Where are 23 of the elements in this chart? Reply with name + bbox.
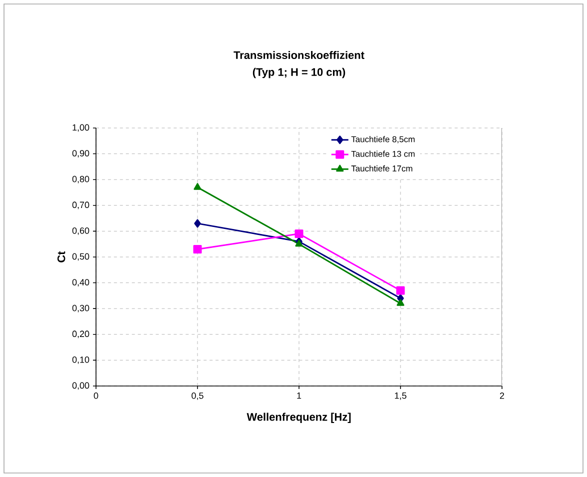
y-tick-label: 0,00 [72, 382, 90, 390]
chart-title: Transmissionskoeffizient [234, 50, 364, 60]
y-tick-label: 0,80 [72, 176, 90, 184]
x-tick-label: 0,5 [192, 392, 204, 400]
x-axis-title: Wellenfrequenz [Hz] [246, 412, 351, 423]
x-tick-label: 0 [94, 392, 98, 399]
y-tick-label: 0,90 [72, 150, 90, 158]
y-tick-label: 0,60 [72, 227, 90, 235]
y-tick-label: 0,50 [72, 253, 90, 261]
y-tick-label: 0,70 [72, 202, 90, 210]
chart-subtitle: (Typ 1; H = 10 cm) [252, 68, 346, 78]
y-tick-label: 0,30 [72, 304, 90, 312]
legend-label: Tauchtiefe 17cm [351, 165, 412, 172]
y-axis-title: Ct [57, 251, 66, 262]
y-tick-label: 1,00 [72, 124, 90, 132]
x-tick-label: 2 [500, 392, 504, 399]
legend-label: Tauchtiefe 8,5cm [351, 136, 415, 144]
y-tick-label: 0,40 [72, 279, 90, 286]
x-tick-label: 1,5 [394, 392, 406, 400]
y-tick-label: 0,10 [72, 356, 90, 364]
legend-label: Tauchtiefe 13 cm [351, 150, 415, 157]
y-tick-label: 0,20 [72, 330, 90, 338]
x-tick-label: 1 [297, 392, 302, 399]
